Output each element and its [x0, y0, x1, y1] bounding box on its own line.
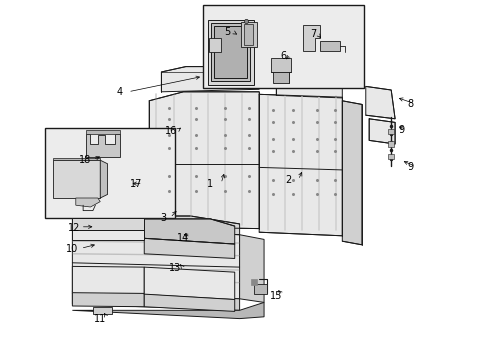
Text: 15: 15 [269, 291, 282, 301]
Polygon shape [53, 158, 100, 160]
Polygon shape [209, 38, 221, 52]
Polygon shape [93, 307, 112, 314]
Polygon shape [254, 284, 266, 294]
Text: 6: 6 [280, 51, 286, 61]
Polygon shape [53, 160, 100, 198]
Text: 18: 18 [79, 155, 92, 165]
Polygon shape [144, 238, 234, 258]
Polygon shape [342, 101, 361, 245]
Text: 10: 10 [66, 244, 79, 254]
Polygon shape [239, 235, 264, 302]
Polygon shape [72, 291, 239, 310]
Polygon shape [387, 129, 393, 134]
Polygon shape [303, 25, 320, 51]
Polygon shape [211, 23, 250, 81]
Polygon shape [72, 293, 144, 307]
Polygon shape [72, 266, 144, 294]
Polygon shape [76, 198, 100, 207]
Text: 5: 5 [224, 27, 230, 37]
Bar [45, 128, 174, 218]
Bar [203, 5, 364, 88]
Polygon shape [144, 294, 234, 311]
Polygon shape [368, 119, 394, 144]
Text: 14: 14 [177, 233, 189, 243]
Polygon shape [243, 24, 253, 45]
Polygon shape [365, 86, 394, 119]
Text: 17: 17 [129, 179, 142, 189]
Text: 13: 13 [168, 263, 181, 273]
Polygon shape [72, 230, 144, 240]
Polygon shape [149, 92, 259, 229]
Polygon shape [259, 94, 342, 236]
Polygon shape [144, 267, 234, 300]
Text: 11: 11 [94, 314, 106, 324]
Text: 16: 16 [164, 126, 177, 136]
Text: 2: 2 [285, 175, 291, 185]
Polygon shape [144, 219, 234, 244]
Polygon shape [161, 67, 259, 92]
Polygon shape [72, 302, 264, 319]
Polygon shape [72, 218, 144, 230]
Text: 4: 4 [117, 87, 122, 97]
Polygon shape [387, 154, 393, 159]
Polygon shape [276, 72, 342, 98]
Text: 1: 1 [207, 179, 213, 189]
Polygon shape [272, 72, 288, 83]
Polygon shape [214, 26, 246, 78]
Text: 9: 9 [397, 125, 403, 135]
Polygon shape [72, 228, 239, 299]
Text: 9: 9 [407, 162, 413, 172]
Text: 8: 8 [407, 99, 413, 109]
Polygon shape [85, 134, 120, 157]
Polygon shape [207, 20, 254, 85]
Polygon shape [85, 130, 120, 134]
Polygon shape [320, 41, 339, 51]
Polygon shape [240, 22, 256, 47]
Text: 12: 12 [68, 222, 81, 233]
Polygon shape [271, 58, 290, 72]
Polygon shape [387, 141, 393, 147]
Text: 3: 3 [161, 213, 166, 223]
Polygon shape [100, 160, 107, 198]
Polygon shape [72, 216, 239, 235]
Text: 7: 7 [309, 29, 315, 39]
